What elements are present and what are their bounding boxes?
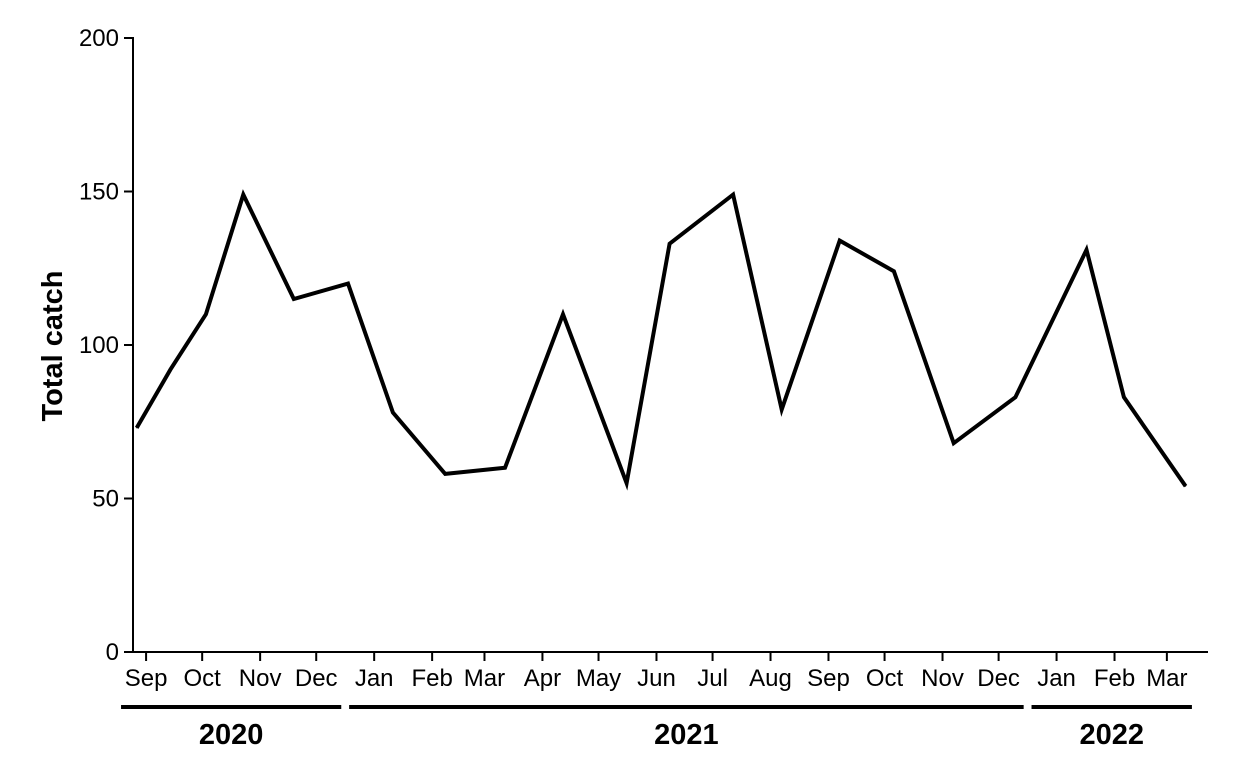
data-points (136, 194, 1187, 487)
y-tick-label: 0 (106, 639, 119, 666)
x-tick-label: Aug (749, 665, 792, 692)
data-point (136, 427, 138, 429)
data-point (669, 243, 671, 245)
y-tick-label: 100 (79, 332, 119, 359)
x-tick-label: Oct (866, 665, 904, 692)
data-point (562, 313, 564, 315)
y-axis-title: Total catch (37, 271, 69, 422)
data-point (953, 442, 955, 444)
data-point (293, 298, 295, 300)
year-groups: 2020 2021 2022 (121, 705, 1192, 751)
year-label: 2021 (654, 719, 719, 751)
data-point (205, 313, 207, 315)
data-point (504, 467, 506, 469)
x-tick-label: Sep (125, 665, 168, 692)
series-line (134, 189, 1188, 491)
x-tick-label: Nov (921, 665, 964, 692)
data-point (1185, 485, 1187, 487)
chart-axes: 0 50 100 150 200 Sep Oct Nov Dec Jan Feb Mar Apr May J… (79, 25, 1208, 692)
y-tick-label: 50 (92, 486, 119, 513)
x-tick-label: Jun (637, 665, 676, 692)
x-tick-label: Apr (524, 665, 561, 692)
data-point (732, 194, 734, 196)
x-tick-label: Dec (977, 665, 1020, 692)
year-label: 2022 (1079, 719, 1144, 751)
data-point (1014, 396, 1016, 398)
x-tick-label: Jan (355, 665, 394, 692)
x-tick-label: Sep (807, 665, 850, 692)
x-tick-label: Jul (697, 665, 728, 692)
data-point (444, 473, 446, 475)
x-tick-label: May (576, 665, 621, 692)
x-tick-label: Dec (295, 665, 338, 692)
data-point (1086, 249, 1087, 251)
data-point (626, 482, 628, 484)
y-tick-label: 200 (79, 25, 119, 52)
data-point (347, 283, 349, 285)
data-point (839, 240, 841, 242)
data-point (392, 412, 394, 413)
y-tick-label: 150 (79, 179, 119, 206)
data-point (242, 194, 244, 196)
x-tick-label: Feb (1094, 665, 1135, 692)
x-tick-label: Feb (411, 665, 452, 692)
x-tick-label: Oct (184, 665, 222, 692)
data-point (1123, 396, 1125, 398)
data-point (169, 369, 171, 371)
year-label: 2020 (199, 719, 264, 751)
x-tick-label: Jan (1037, 665, 1076, 692)
x-tick-label: Mar (464, 665, 505, 692)
x-tick-label: Nov (239, 665, 282, 692)
x-tick-label: Mar (1146, 665, 1187, 692)
data-point (781, 409, 783, 410)
data-point (893, 270, 895, 272)
